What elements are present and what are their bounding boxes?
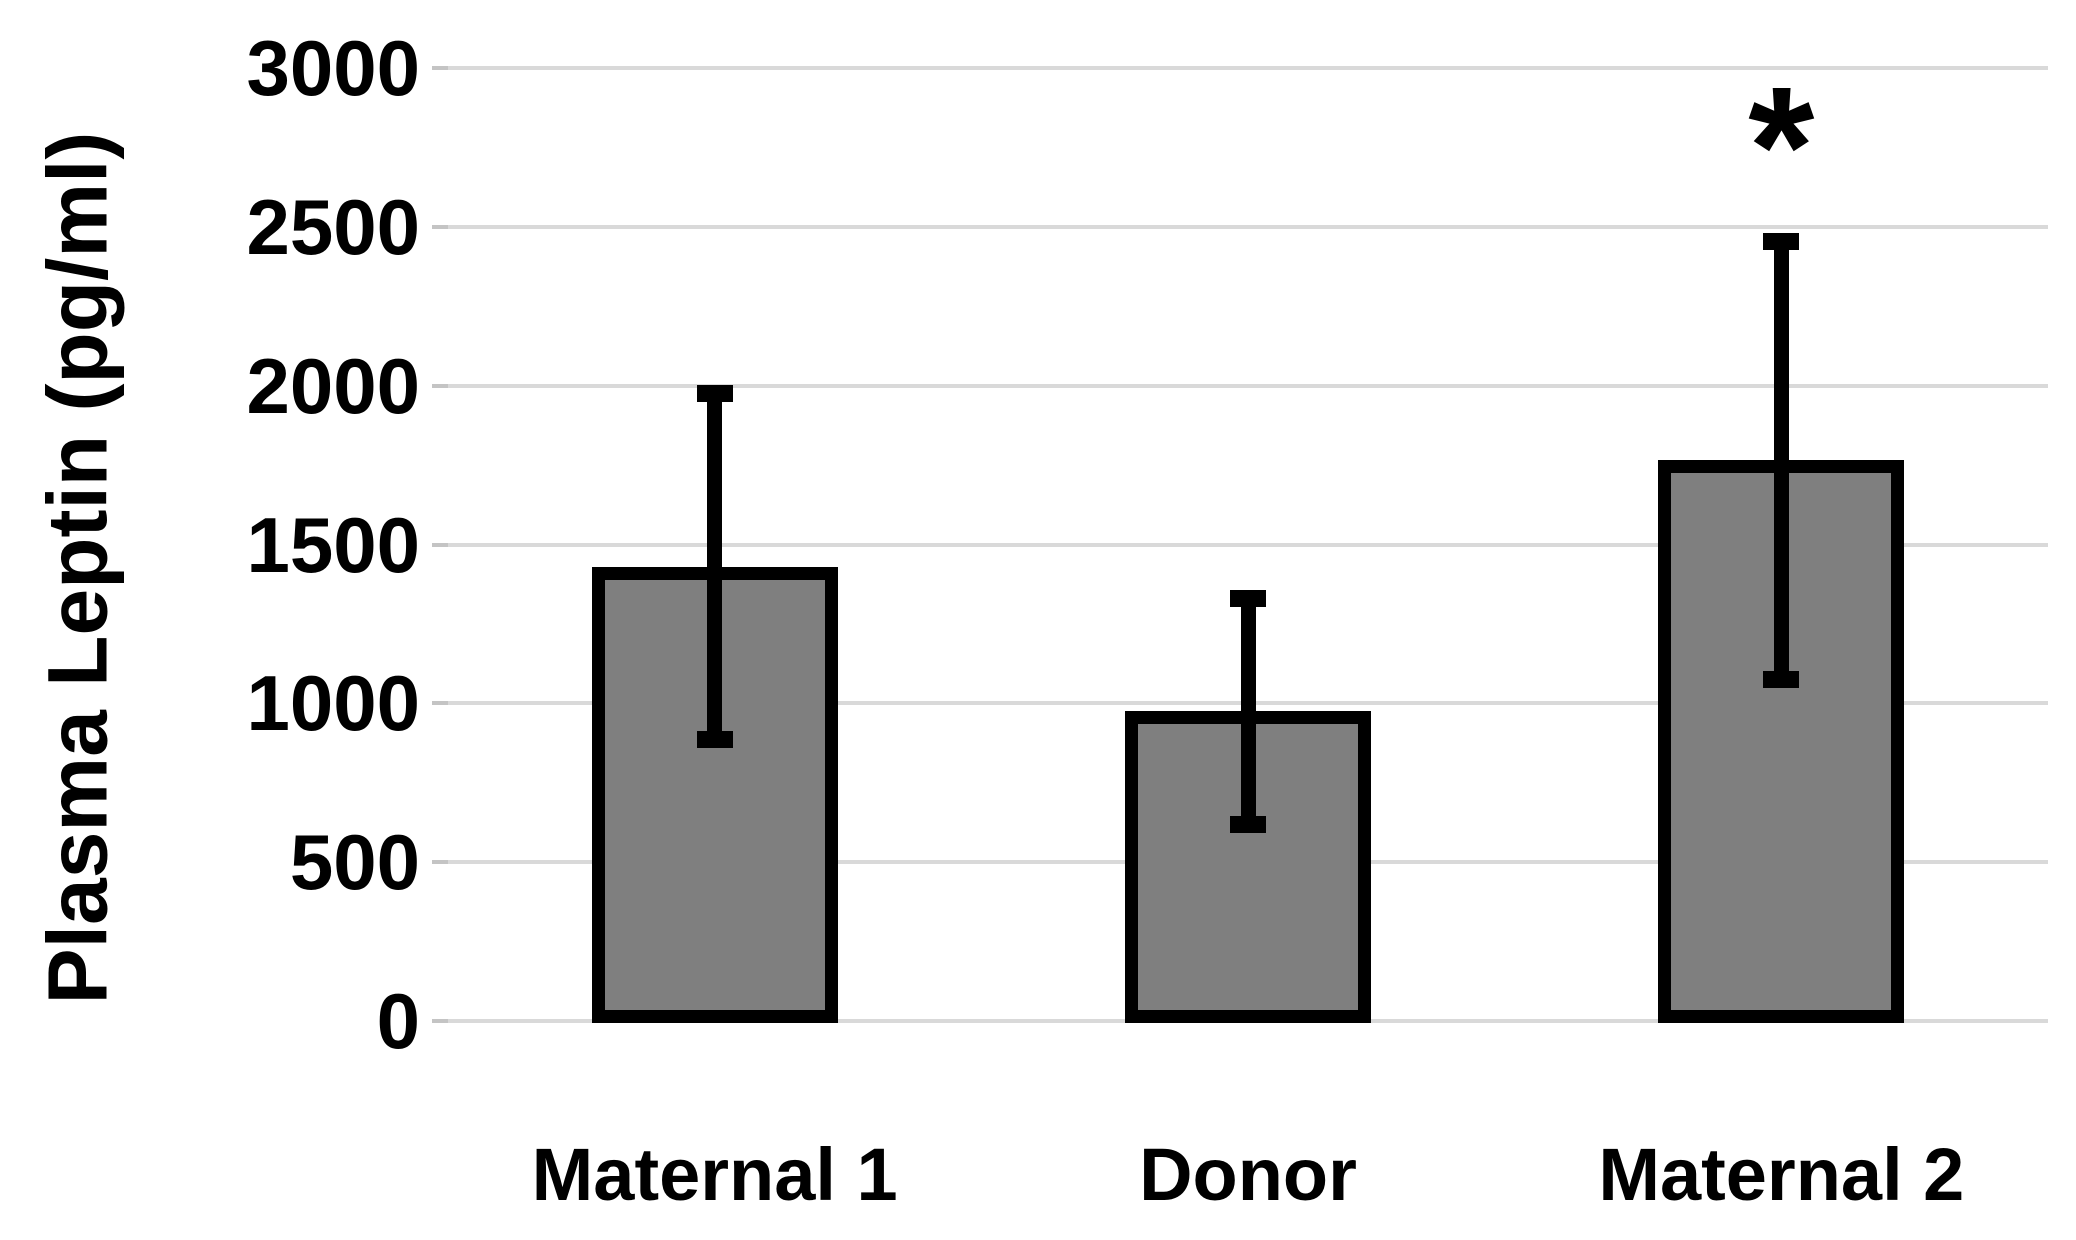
gridline <box>448 224 2048 229</box>
error-bar-line <box>707 393 723 740</box>
y-axis-tick <box>432 1019 448 1023</box>
error-bar-cap-top <box>1763 232 1800 250</box>
y-axis-tick <box>432 860 448 865</box>
bar <box>1658 460 1905 1023</box>
gridline <box>448 542 2048 547</box>
y-tick-label: 2500 <box>246 182 420 271</box>
category-label: Maternal 2 <box>1598 1133 1965 1216</box>
error-bar-cap-top <box>696 385 733 403</box>
error-bar-line <box>1240 598 1256 825</box>
y-tick-label: 1500 <box>246 500 420 589</box>
y-axis-tick <box>432 701 448 706</box>
error-bar-cap-bottom <box>1763 671 1800 688</box>
error-bar-cap-bottom <box>1230 815 1266 833</box>
significance-asterisk: * <box>1748 52 1815 242</box>
y-tick-label: 0 <box>376 977 420 1065</box>
y-axis-tick <box>432 542 448 547</box>
y-tick-label: 500 <box>289 818 420 907</box>
gridline <box>448 383 2048 388</box>
y-tick-label: 2000 <box>246 341 420 430</box>
y-tick-label: 3000 <box>246 24 420 112</box>
y-axis-tick <box>432 66 448 70</box>
gridline <box>448 66 2048 70</box>
y-axis-tick <box>432 224 448 229</box>
y-axis-tick <box>432 383 448 388</box>
category-label: Donor <box>1139 1133 1357 1216</box>
error-bar-cap-bottom <box>696 731 733 749</box>
error-bar-cap-top <box>1230 590 1266 607</box>
category-label: Maternal 1 <box>531 1133 898 1216</box>
y-tick-label: 1000 <box>246 659 420 748</box>
error-bar-line <box>1773 241 1789 680</box>
